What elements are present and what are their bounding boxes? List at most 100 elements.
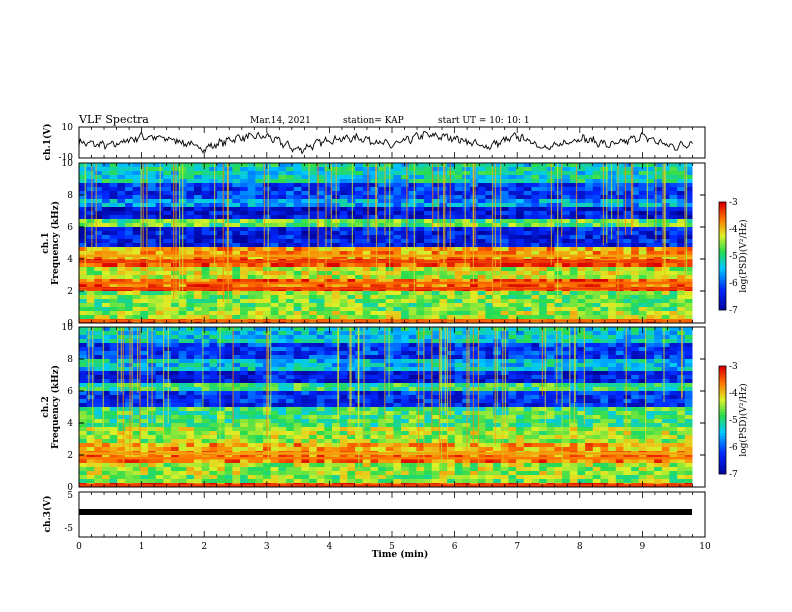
spectrogram-cell [462, 263, 471, 268]
spectrogram-cell [477, 315, 486, 320]
spectrogram-cell [378, 407, 387, 412]
spectrogram-cell [661, 299, 670, 304]
spectrogram-cell [454, 215, 463, 220]
burst-line [91, 163, 93, 261]
spectrogram-cell [278, 163, 287, 168]
spectrogram-cell [546, 347, 555, 352]
spectrogram-cell [362, 359, 371, 364]
spectrogram-cell [638, 395, 647, 400]
spectrogram-cell [102, 347, 111, 352]
spectrogram-cell [454, 263, 463, 268]
spectrogram-cell [661, 171, 670, 176]
spectrogram-cell [661, 203, 670, 208]
spectrogram-cell [516, 219, 525, 224]
spectrogram-cell [309, 183, 318, 188]
spectrogram-cell [585, 363, 594, 368]
spectrogram-cell [447, 283, 456, 288]
spectrogram-cell [646, 307, 655, 312]
spectrogram-cell [132, 211, 141, 216]
spectrogram-cell [148, 167, 157, 172]
spectrogram-cell [86, 399, 95, 404]
spectrogram-cell [132, 343, 141, 348]
spectrogram-cell [493, 235, 502, 240]
spectrogram-cell [638, 215, 647, 220]
spectrogram-cell [470, 203, 479, 208]
spectrogram-cell [125, 379, 134, 384]
spectrogram-cell [408, 367, 417, 372]
spectrogram-cell [301, 251, 310, 256]
spectrogram-cell [470, 191, 479, 196]
spectrogram-cell [155, 399, 164, 404]
spectrogram-cell [293, 187, 302, 192]
spectrogram-cell [79, 171, 88, 176]
spectrogram-cell [263, 275, 272, 280]
spectrogram-cell [278, 343, 287, 348]
spectrogram-cell [132, 271, 141, 276]
spectrogram-cell [232, 243, 241, 248]
spectrogram-cell [209, 331, 218, 336]
spectrogram-cell [339, 403, 348, 408]
spectrogram-cell [278, 327, 287, 332]
spectrogram-cell [293, 295, 302, 300]
spectrogram-cell [293, 171, 302, 176]
spectrogram-cell [309, 275, 318, 280]
spectrogram-cell [608, 363, 617, 368]
spectrogram-cell [309, 391, 318, 396]
spectrogram-cell [301, 183, 310, 188]
spectrogram-cell [140, 343, 149, 348]
spectrogram-cell [347, 303, 356, 308]
spectrogram-cell [677, 311, 686, 316]
spectrogram-cell [263, 207, 272, 212]
spectrogram-cell [516, 239, 525, 244]
spectrogram-cell [562, 183, 571, 188]
spectrogram-cell [255, 207, 264, 212]
spectrogram-cell [224, 307, 233, 312]
spectrogram-cell [186, 251, 195, 256]
spectrogram-cell [408, 307, 417, 312]
spectrogram-cell [339, 335, 348, 340]
spectrogram-cell [592, 375, 601, 380]
spectrogram-cell [286, 291, 295, 296]
spectrogram-cell [462, 271, 471, 276]
spectrogram-cell [255, 175, 264, 180]
spectrogram-cell [431, 391, 440, 396]
spectrogram-cell [500, 171, 509, 176]
spectrogram-cell [431, 343, 440, 348]
spectrogram-cell [623, 303, 632, 308]
spectrogram-cell [270, 171, 279, 176]
spectrogram-cell [79, 243, 88, 248]
spectrogram-cell [109, 315, 118, 320]
spectrogram-cell [171, 271, 180, 276]
spectrogram-cell [109, 231, 118, 236]
spectrogram-cell [171, 315, 180, 320]
spectrogram-cell [439, 387, 448, 392]
spectrogram-cell [140, 315, 149, 320]
spectrogram-cell [585, 403, 594, 408]
spectrogram-cell [79, 315, 88, 320]
spectrogram-cell [408, 275, 417, 280]
spectrogram-cell [401, 379, 410, 384]
spectrogram-cell [247, 247, 256, 252]
spectrogram-cell [654, 247, 663, 252]
spectrogram-cell [332, 239, 341, 244]
spectrogram-cell [117, 391, 126, 396]
spectrogram-cell [638, 371, 647, 376]
spectrogram-cell [255, 271, 264, 276]
spectrogram-cell [684, 391, 693, 396]
spectrogram-cell [163, 223, 172, 228]
spectrogram-cell [454, 347, 463, 352]
spectrogram-cell [293, 315, 302, 320]
spectrogram-cell [646, 387, 655, 392]
spectrogram-cell [408, 195, 417, 200]
spectrogram-cell [554, 279, 563, 284]
spectrogram-cell [270, 187, 279, 192]
spectrogram-cell [477, 391, 486, 396]
spectrogram-cell [447, 391, 456, 396]
burst-line [632, 163, 634, 229]
spectrogram-cell [194, 247, 203, 252]
spectrogram-cell [585, 215, 594, 220]
spectrogram-cell [500, 271, 509, 276]
spectrogram-cell [661, 275, 670, 280]
spectrogram-cell [324, 399, 333, 404]
spectrogram-cell [86, 199, 95, 204]
